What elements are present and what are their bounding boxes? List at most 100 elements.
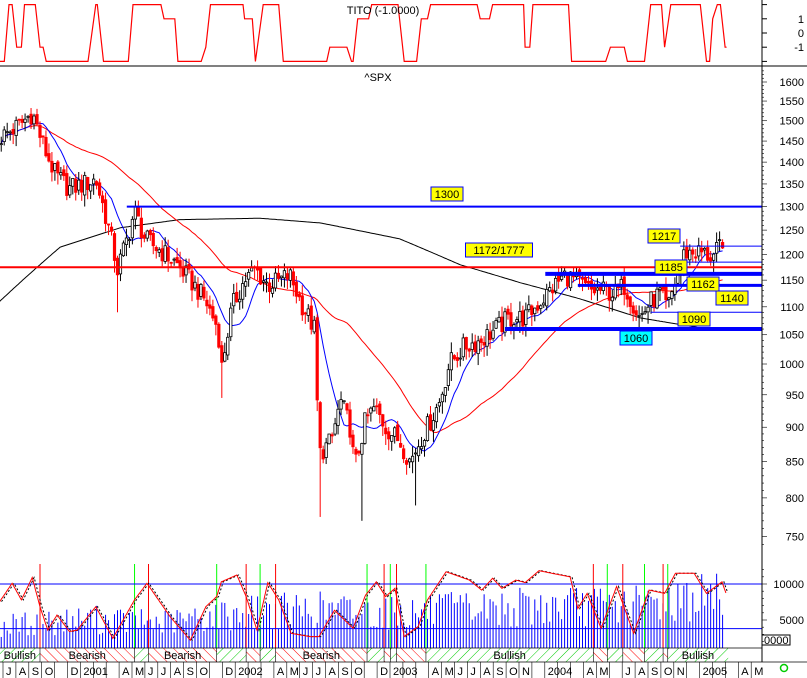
candle-body [476,340,480,355]
tito-line [0,3,727,63]
candle-body [431,420,436,431]
candle [449,342,453,381]
candle [718,231,722,252]
candle [634,305,638,321]
candle-body [130,218,134,239]
candle-body [163,245,167,262]
month-label: S [651,666,658,678]
candle [199,282,203,301]
candle-body [327,433,331,445]
price-tick-label: 1450 [780,136,804,148]
candle [345,402,349,415]
candle-body [470,342,474,350]
level-label: 1090 [682,314,706,326]
status-indicator-icon [779,663,789,673]
candle-body [497,316,501,323]
month-label: 2004 [548,666,572,678]
candle-body [53,163,57,171]
candle-body [473,341,477,352]
candle-body [595,287,599,291]
candle [485,323,489,356]
candle [351,429,355,454]
candle-body [285,273,289,280]
candle-body [297,293,301,298]
price-tick-label: 1100 [780,302,804,314]
candle [428,406,433,432]
price-title: ^SPX [364,72,392,84]
price-tick-label: 1500 [780,116,804,128]
candle [223,342,227,363]
regime-segment-bear [593,648,608,662]
candle [208,295,212,316]
month-label: D [225,666,233,678]
candle-body [333,423,337,435]
candle [241,276,245,309]
candle-body [151,232,155,247]
candle-body [199,284,203,297]
candle [393,426,397,444]
candle-body [193,281,197,289]
level-label: 1140 [720,293,744,305]
candle-body [387,431,391,440]
candle-body [282,270,287,279]
candle-body [408,458,412,463]
candle [357,450,361,457]
regime-segment-bull [425,648,594,662]
candle [297,291,301,302]
candle [425,413,430,442]
candle [106,223,111,236]
candle-body [26,115,30,118]
candle-body [86,177,90,191]
candle-body [65,173,69,196]
candle-body [718,239,722,242]
candle-body [142,234,146,239]
candle-body [503,311,507,333]
candle-body [318,402,322,449]
candle [565,273,570,290]
candle [691,247,695,263]
candle-body [112,233,117,261]
regime-segment-bear [275,648,368,662]
candle [196,277,200,308]
candle-body [345,403,349,411]
regime-segment-bear [384,648,391,662]
candle-body [220,345,224,363]
candle-body [533,307,537,315]
candle-body [226,336,230,356]
candle [604,281,608,296]
candle-body [300,295,304,316]
candle [524,302,528,337]
candle-body [664,286,668,301]
candle [318,400,322,517]
regime-band: Bullish Bearish Bearish Bearish Bullish Bulli… [0,647,807,663]
candle-body [545,288,549,307]
candle-body [14,119,18,136]
candle [29,108,33,129]
candle [38,121,42,148]
candle [458,347,462,367]
price-tick-label: 1200 [780,250,804,262]
candle [235,282,239,303]
candle [95,180,99,190]
candle-body [83,175,87,196]
candle [258,266,263,286]
candle [491,321,495,341]
candle [163,237,167,264]
month-label: 2001 [83,666,107,678]
month-label: D [71,666,79,678]
candle-body [279,275,284,279]
month-label: A [587,666,595,678]
candle-body [369,407,373,414]
candle [187,258,191,274]
month-label: A [19,666,27,678]
candle-body [321,449,325,460]
candle [35,108,39,125]
candle-body [315,317,319,401]
candle-body [303,312,307,315]
candle-body [258,266,263,285]
candle [488,322,492,349]
price-tick-label: 900 [786,422,804,434]
candle-body [196,283,200,300]
candle-body [691,249,695,255]
